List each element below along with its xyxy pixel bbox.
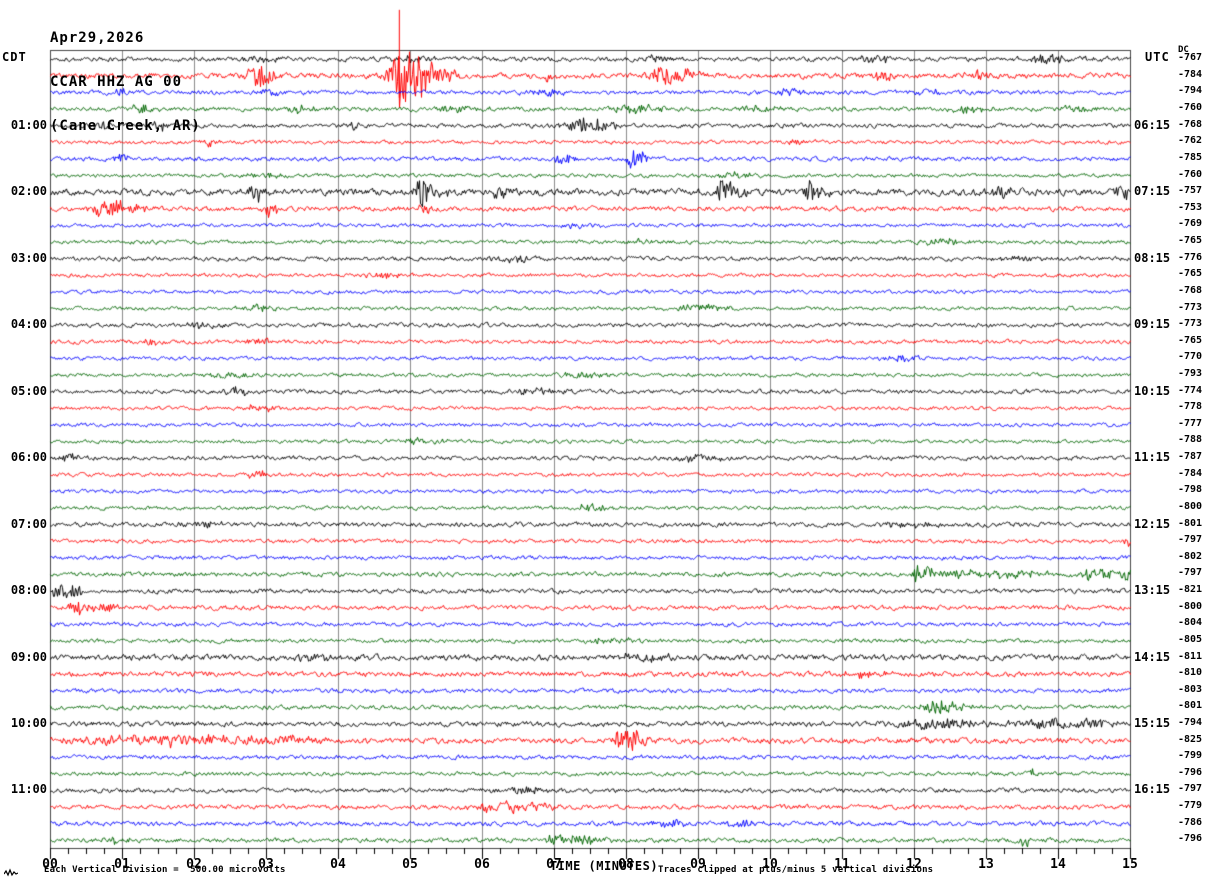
right-hour-label: 06:15 (1134, 117, 1171, 132)
right-hour-label: 09:15 (1134, 317, 1171, 332)
x-axis-tick-label: 09 (690, 857, 706, 872)
right-hour-label: 08:15 (1134, 250, 1171, 265)
dc-value: -804 (1178, 617, 1203, 629)
right-hour-label: 16:15 (1134, 782, 1171, 797)
dc-value: -793 (1178, 367, 1203, 379)
right-hour-label: 10:15 (1134, 383, 1171, 398)
left-hour-label: 11:00 (10, 782, 47, 797)
header-station: CCAR HHZ AG 00 (50, 74, 183, 90)
dc-value: -794 (1178, 85, 1203, 97)
dc-column-header: DC (1178, 45, 1189, 55)
dc-value: -801 (1178, 700, 1203, 712)
dc-value: -794 (1178, 717, 1203, 728)
dc-value: -798 (1178, 484, 1203, 496)
dc-value: -799 (1178, 750, 1203, 762)
dc-value: -797 (1178, 783, 1203, 795)
x-axis-tick-label: 15 (1122, 857, 1138, 872)
plot-header: Apr29,2026 CCAR HHZ AG 00 (Cane Creek, A… (50, 3, 201, 163)
x-axis-tick-label: 04 (330, 857, 346, 872)
x-axis-tick-label: 10 (762, 857, 778, 872)
x-axis-tick-label: 01 (114, 857, 130, 872)
dc-value: -805 (1178, 633, 1203, 645)
dc-value: -765 (1178, 334, 1203, 346)
dc-value: -800 (1178, 500, 1203, 512)
x-axis-title: TIME (MINUTES) (549, 859, 659, 873)
footnote-clipping: Traces clipped at plus/minus 5 vertical … (658, 865, 934, 875)
dc-value: -776 (1178, 251, 1203, 263)
left-hour-label: 01:00 (10, 117, 47, 132)
dc-value: -787 (1178, 451, 1203, 463)
x-axis-tick-label: 12 (906, 857, 922, 872)
dc-value: -801 (1178, 517, 1203, 529)
dc-value: -760 (1178, 168, 1203, 180)
dc-value: -797 (1178, 567, 1203, 579)
dc-value: -762 (1178, 135, 1203, 147)
x-axis-tick-label: 05 (402, 857, 418, 872)
dc-value: -774 (1178, 384, 1203, 396)
dc-value: -773 (1178, 301, 1203, 313)
dc-value: -825 (1178, 733, 1203, 745)
right-hour-label: 13:15 (1134, 583, 1171, 598)
dc-value: -797 (1178, 534, 1203, 546)
dc-value: -802 (1178, 550, 1203, 562)
right-axis-header: UTC (1145, 50, 1170, 64)
x-axis-tick-label: 02 (186, 857, 202, 872)
dc-value: -773 (1178, 318, 1203, 330)
x-axis-tick-label: 11 (834, 857, 850, 872)
header-date: Apr29,2026 (50, 30, 145, 46)
x-axis-tick-label: 14 (1050, 857, 1066, 872)
right-hour-label: 11:15 (1134, 450, 1171, 465)
left-axis-header: CDT (2, 50, 27, 64)
right-hour-label: 12:15 (1134, 516, 1171, 531)
right-hour-label: 15:15 (1134, 716, 1171, 730)
dc-value: -796 (1178, 833, 1203, 845)
dc-value: -796 (1178, 766, 1203, 778)
dc-value: -811 (1178, 650, 1203, 662)
dc-value: -810 (1178, 667, 1203, 679)
dc-value: -821 (1178, 584, 1203, 596)
left-hour-label: 09:00 (10, 649, 47, 664)
dc-value: -767 (1178, 52, 1203, 64)
dc-value: -770 (1178, 351, 1203, 363)
x-axis-tick-label: 03 (258, 857, 274, 872)
dc-value: -777 (1178, 417, 1203, 429)
dc-value: -779 (1178, 800, 1203, 812)
x-axis-tick-label: 07 (546, 857, 562, 872)
dc-value: -788 (1178, 434, 1203, 446)
dc-value: -778 (1178, 401, 1203, 413)
left-hour-label: 05:00 (10, 383, 47, 398)
left-hour-label: 04:00 (10, 317, 47, 332)
header-location: (Cane Creek, AR) (50, 118, 201, 134)
x-axis-tick-label: 13 (978, 857, 994, 872)
dc-value: -757 (1178, 185, 1203, 197)
left-hour-label: 03:00 (10, 250, 47, 265)
left-hour-label: 10:00 (10, 716, 47, 730)
dc-value: -768 (1178, 118, 1203, 130)
x-axis-tick-label: 06 (474, 857, 490, 872)
mini-waveform-icon (4, 868, 18, 877)
dc-value: -760 (1178, 102, 1203, 114)
x-axis-tick-label: 00 (42, 857, 58, 872)
footnote-vertical-division: Each Vertical Division = 500.00 microvol… (44, 865, 286, 875)
dc-value: -784 (1178, 467, 1203, 479)
dc-value: -768 (1178, 284, 1203, 296)
dc-value: -785 (1178, 151, 1203, 163)
left-hour-label: 08:00 (10, 583, 47, 598)
x-axis-tick-label: 08 (618, 857, 634, 872)
dc-value: -784 (1178, 68, 1203, 80)
left-hour-label: 06:00 (10, 450, 47, 465)
dc-value: -753 (1178, 201, 1203, 213)
left-hour-label: 02:00 (10, 184, 47, 199)
right-hour-label: 07:15 (1134, 184, 1171, 199)
left-hour-label: 07:00 (10, 516, 47, 531)
right-hour-label: 14:15 (1134, 649, 1171, 664)
dc-value: -800 (1178, 600, 1203, 612)
dc-value: -765 (1178, 268, 1203, 280)
dc-value: -765 (1178, 235, 1203, 247)
dc-value: -769 (1178, 218, 1203, 230)
dc-value: -786 (1178, 816, 1203, 828)
dc-value: -803 (1178, 683, 1203, 695)
